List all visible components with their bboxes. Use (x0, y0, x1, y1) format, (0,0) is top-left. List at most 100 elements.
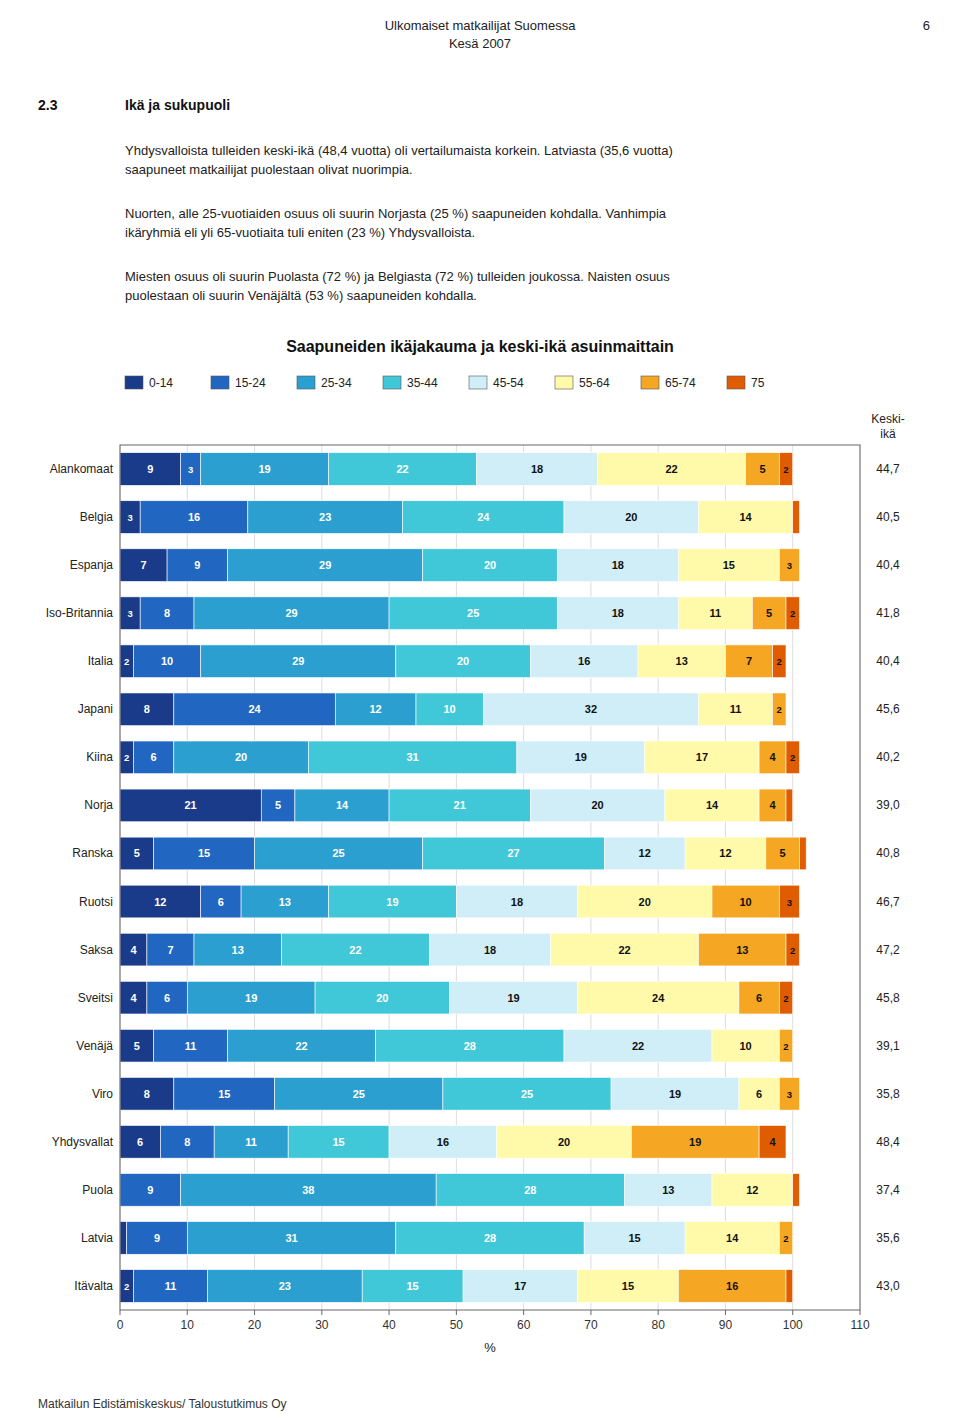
legend-label: 35-44 (407, 376, 438, 390)
legend: 0-1415-2425-3435-4445-5455-6465-7475 (125, 376, 765, 390)
data-label: 20 (625, 511, 637, 523)
bar-segment (201, 885, 241, 918)
bar-segment (577, 885, 712, 918)
bar-segment (120, 933, 147, 966)
bar-segment (167, 549, 228, 582)
bar-segment (611, 1077, 739, 1110)
bar-segment (779, 885, 799, 918)
bar-segment (752, 597, 786, 630)
bar-segment (120, 693, 174, 726)
category-label: Kiina (86, 750, 113, 764)
x-tick (523, 1310, 524, 1315)
bar-segment (779, 1222, 792, 1255)
x-tick-label: 30 (315, 1318, 329, 1332)
bar-segment (638, 645, 725, 678)
data-label: 23 (279, 1280, 291, 1292)
x-tick (658, 1310, 659, 1315)
category-label: Norja (84, 798, 113, 812)
bar-segment (329, 453, 477, 486)
bar-segment (120, 885, 201, 918)
bar-segment (665, 789, 759, 822)
bar-segment (625, 1174, 712, 1207)
mean-age-label: 41,8 (876, 606, 900, 620)
x-tick-label: 100 (783, 1318, 803, 1332)
category-label: Ranska (72, 846, 113, 860)
category-label: Sveitsi (78, 991, 113, 1005)
data-label: 17 (696, 751, 708, 763)
bar-segment (786, 933, 799, 966)
mean-age-label: 35,8 (876, 1087, 900, 1101)
category-label: Yhdysvallat (52, 1135, 114, 1149)
bar-segment (463, 1270, 577, 1303)
x-tick (254, 1310, 255, 1315)
data-label: 25 (521, 1088, 533, 1100)
data-label: 15 (723, 559, 735, 571)
data-label: 6 (164, 992, 170, 1004)
data-label: 6 (756, 992, 762, 1004)
bar-segment (604, 837, 685, 870)
data-label: 2 (790, 945, 795, 956)
bar-segment (759, 741, 786, 774)
bar-segment (530, 789, 665, 822)
bar-segment (133, 1270, 207, 1303)
data-label: 38 (302, 1184, 314, 1196)
data-label: 20 (235, 751, 247, 763)
legend-swatch (297, 376, 315, 389)
legend-swatch (383, 376, 401, 389)
legend-swatch (641, 376, 659, 389)
bar-segment (275, 1077, 443, 1110)
data-label: 5 (759, 463, 765, 475)
data-label: 10 (161, 655, 173, 667)
category-label: Viro (92, 1087, 113, 1101)
bar-segment (793, 1174, 800, 1207)
data-label: 11 (730, 703, 742, 715)
bar-segment (147, 981, 187, 1014)
bar-segment (712, 1029, 779, 1062)
bar-segment (786, 1270, 793, 1303)
mean-age-label: 39,1 (876, 1039, 900, 1053)
section-title: Ikä ja sukupuoli (125, 97, 230, 113)
bar-segment (335, 693, 416, 726)
legend-swatch (555, 376, 573, 389)
bar-segment (396, 645, 531, 678)
x-tick (792, 1310, 793, 1315)
bar-segment (557, 549, 678, 582)
mean-age-column: Keski-ikä44,740,540,441,840,445,640,239,… (871, 412, 904, 1293)
bar-segment (786, 597, 799, 630)
data-label: 19 (386, 896, 398, 908)
bar-segment (483, 693, 698, 726)
bar-segment (194, 933, 281, 966)
data-label: 24 (477, 511, 490, 523)
bar-segment (248, 501, 403, 534)
data-label: 32 (585, 703, 597, 715)
bar-segment (228, 1029, 376, 1062)
bar-segment (773, 645, 786, 678)
data-label: 18 (484, 944, 496, 956)
category-label: Iso-Britannia (46, 606, 114, 620)
bar-segment (699, 933, 786, 966)
category-label: Itävalta (74, 1279, 113, 1293)
bar-segment (120, 501, 140, 534)
bar-segment (685, 1222, 779, 1255)
bar-segment (443, 1077, 611, 1110)
bar-segment (577, 981, 738, 1014)
data-label: 15 (333, 1136, 345, 1148)
data-label: 11 (165, 1280, 177, 1292)
data-label: 15 (622, 1280, 634, 1292)
bar-segment (739, 1077, 779, 1110)
mean-age-label: 40,4 (876, 654, 900, 668)
bar-segment (140, 501, 248, 534)
body-paragraph: Miesten osuus oli suurin Puolasta (72 %)… (125, 269, 670, 303)
data-label: 20 (484, 559, 496, 571)
data-label: 4 (769, 1136, 776, 1148)
bar-segment (120, 645, 133, 678)
category-label: Ruotsi (79, 895, 113, 909)
bar-segment (779, 1077, 799, 1110)
x-tick-label: 110 (850, 1318, 869, 1332)
bar-segment (133, 741, 173, 774)
bar-segment (241, 885, 328, 918)
legend-swatch (125, 376, 143, 389)
body-paragraph: Yhdysvalloista tulleiden keski-ikä (48,4… (125, 143, 673, 177)
bar-segment (779, 453, 792, 486)
data-label: 12 (154, 896, 166, 908)
